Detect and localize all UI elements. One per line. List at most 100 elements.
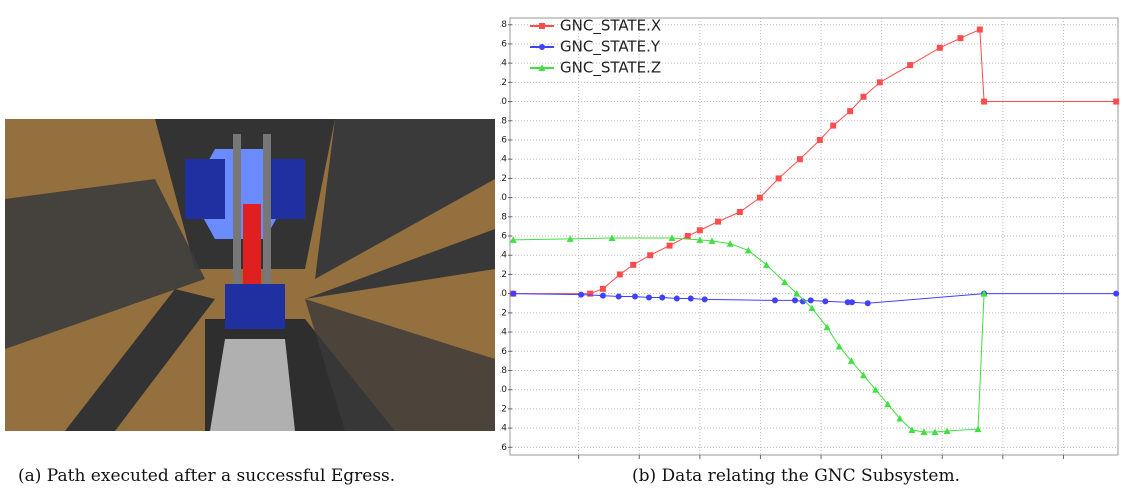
data-point: [799, 298, 806, 305]
data-point: [726, 240, 734, 247]
data-point: [896, 415, 904, 422]
y-tick-label: 2,6: [500, 39, 507, 49]
data-point: [566, 235, 574, 242]
y-tick-label: -0,6: [500, 347, 507, 357]
caption: (a) Path executed after a successful Egr…: [18, 466, 396, 486]
data-point: [696, 227, 703, 234]
data-point: [792, 297, 799, 304]
legend-label: GNC_STATE.Y: [560, 38, 661, 57]
data-point: [860, 93, 867, 100]
data-point: [659, 294, 666, 301]
y-tick-label: 1,8: [500, 116, 507, 126]
y-tick-label: 1,0: [500, 193, 507, 203]
legend-label: GNC_STATE.Z: [560, 59, 661, 78]
y-tick-label: -0,8: [500, 366, 507, 376]
data-point: [981, 98, 988, 105]
data-point: [864, 300, 871, 307]
data-point: [844, 299, 851, 306]
y-tick-label: 0,8: [500, 212, 507, 222]
plot-area: [509, 17, 1119, 456]
data-point: [632, 293, 639, 300]
data-point: [645, 294, 652, 301]
data-point: [647, 252, 654, 259]
data-point: [807, 297, 814, 304]
data-point: [616, 271, 623, 278]
data-point: [781, 278, 789, 286]
data-point: [630, 261, 637, 268]
y-tick-label: 2,8: [500, 20, 507, 30]
y-tick-label: -1,2: [500, 404, 507, 414]
data-point: [830, 122, 837, 129]
data-point: [822, 298, 829, 305]
data-point: [920, 428, 928, 435]
y-tick-label: 2,2: [500, 78, 507, 88]
data-point: [848, 299, 855, 306]
data-point: [668, 234, 676, 241]
y-tick-label: 0,4: [500, 251, 507, 261]
legend-label: GNC_STATE.X: [560, 17, 661, 36]
y-tick-label: -0,4: [500, 328, 507, 338]
y-tick-label: 1,6: [500, 135, 507, 145]
data-point: [907, 62, 914, 69]
legend-marker: [538, 64, 546, 71]
data-point: [701, 296, 708, 303]
data-point: [943, 427, 951, 434]
data-point: [684, 233, 691, 240]
data-point: [708, 237, 716, 244]
data-point: [936, 44, 943, 51]
data-point: [578, 291, 585, 298]
legend-marker: [539, 23, 545, 29]
y-tick-label: 0,0: [500, 289, 507, 299]
data-point: [835, 342, 843, 350]
data-point: [808, 304, 816, 312]
data-point: [816, 136, 823, 143]
data-point: [974, 425, 982, 433]
data-point: [615, 293, 622, 300]
y-tick-label: 2,4: [500, 59, 507, 69]
data-point: [763, 261, 771, 268]
y-tick-label: -1,4: [500, 424, 507, 434]
data-point: [823, 323, 831, 331]
data-point: [796, 156, 803, 163]
data-point: [696, 236, 704, 243]
data-point: [1113, 290, 1120, 297]
data-point: [872, 386, 880, 393]
y-tick-label: 0,6: [500, 232, 507, 242]
data-point: [1113, 98, 1120, 105]
data-point: [957, 35, 964, 42]
data-point: [908, 426, 916, 434]
data-point: [736, 209, 743, 216]
data-point: [976, 26, 983, 33]
data-point: [608, 234, 616, 241]
y-tick-label: -1,0: [500, 385, 507, 395]
data-point: [772, 297, 779, 304]
data-point: [587, 290, 594, 297]
simulation-image: [5, 119, 495, 431]
data-point: [756, 194, 763, 201]
y-tick-label: -0,2: [500, 308, 507, 318]
data-point: [847, 357, 855, 364]
data-point: [859, 371, 867, 379]
y-tick-label: 2,0: [500, 97, 507, 107]
data-point: [599, 285, 606, 292]
y-tick-label: -1,6: [500, 443, 507, 453]
data-point: [980, 290, 988, 297]
data-point: [884, 400, 892, 408]
data-point: [847, 108, 854, 115]
data-point: [876, 79, 883, 86]
caption: (b) Data relating the GNC Subsystem.: [632, 466, 961, 486]
legend-marker: [539, 44, 545, 50]
data-point: [673, 295, 680, 302]
data-point: [666, 242, 673, 249]
chart: -1,6 -1,4 -1,2 -1,0 -0,8 -0,6 -0,4 -0,2 0,0 0,2 0,…: [500, 17, 1120, 459]
data-point: [775, 175, 782, 182]
data-point: [510, 290, 517, 297]
data-point: [744, 246, 752, 254]
data-point: [599, 292, 606, 299]
y-tick-label: 0,2: [500, 270, 507, 280]
data-point: [687, 295, 694, 302]
data-point: [793, 290, 801, 297]
y-tick-label: 1,4: [500, 155, 507, 165]
data-point: [931, 428, 939, 435]
